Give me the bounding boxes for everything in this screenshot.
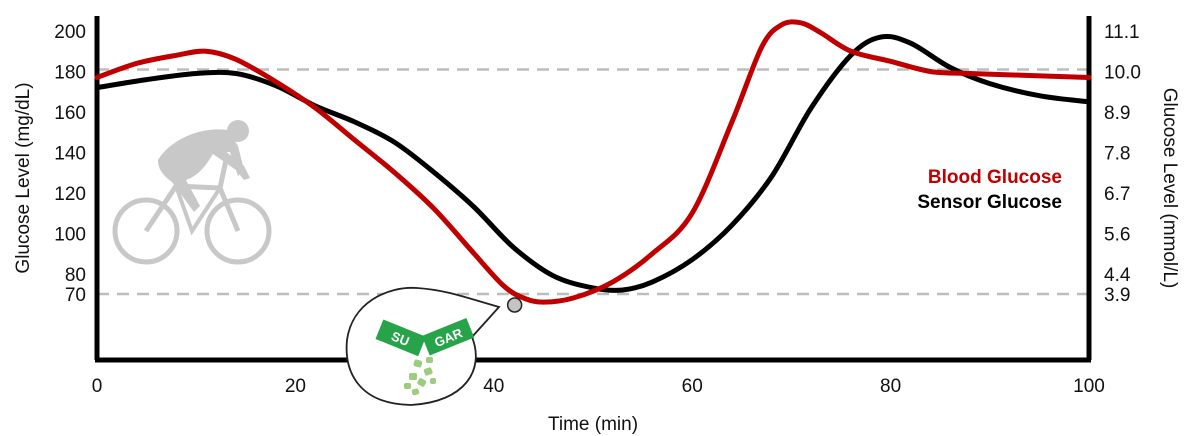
y-left-tick-label: 160 bbox=[54, 103, 86, 124]
y-right-tick-label: 3.9 bbox=[1104, 285, 1130, 306]
y-left-tick-label: 120 bbox=[54, 184, 86, 205]
series-line-sensor-glucose bbox=[94, 33, 1092, 293]
y-left-tick-label: 70 bbox=[65, 285, 86, 306]
series-line-blood-glucose bbox=[94, 19, 1092, 305]
y-axis-left-title: Glucose Level (mg/dL) bbox=[13, 82, 34, 273]
y-axis-right-title: Glucose Level (mmol/L) bbox=[1159, 88, 1180, 289]
sugar-packet-left: SU bbox=[375, 319, 426, 357]
y-left-tick-label: 100 bbox=[54, 224, 86, 245]
hypoglycemia-marker bbox=[506, 297, 523, 313]
y-left-tick-label: 200 bbox=[54, 22, 86, 43]
speech-bubble bbox=[345, 287, 501, 406]
y-right-tick-label: 7.8 bbox=[1104, 143, 1130, 164]
sugar-granules bbox=[404, 357, 436, 396]
y-right-tick-label: 8.9 bbox=[1104, 103, 1130, 124]
y-left-tick-label: 140 bbox=[54, 143, 86, 164]
legend-sensor-glucose: Sensor Glucose bbox=[917, 192, 1062, 213]
x-axis-title: Time (min) bbox=[548, 414, 638, 435]
series-layer bbox=[94, 19, 1092, 305]
ticks-layer: 0 20 40 60 80 10070801001201401601802003.94.4… bbox=[54, 22, 1141, 397]
svg-text:SU: SU bbox=[389, 328, 411, 349]
y-right-tick-label: 5.6 bbox=[1104, 224, 1130, 245]
x-tick-label: 80 bbox=[880, 376, 901, 397]
x-tick-label: 40 bbox=[483, 376, 504, 397]
y-right-tick-label: 6.7 bbox=[1104, 184, 1130, 205]
y-left-tick-label: 180 bbox=[54, 62, 86, 83]
marker-layer bbox=[506, 297, 523, 313]
x-tick-label: 60 bbox=[682, 376, 703, 397]
y-right-tick-label: 10.0 bbox=[1104, 62, 1141, 83]
cyclist-icon bbox=[112, 120, 272, 265]
x-tick-label: 20 bbox=[285, 376, 306, 397]
y-left-tick-label: 80 bbox=[65, 265, 86, 286]
x-tick-label: 0 bbox=[92, 376, 103, 397]
y-right-tick-label: 4.4 bbox=[1104, 265, 1131, 286]
y-right-tick-label: 11.1 bbox=[1104, 22, 1140, 43]
legend-blood-glucose: Blood Glucose bbox=[928, 167, 1062, 188]
x-tick-label: 100 bbox=[1073, 376, 1105, 397]
sugar-annotation: SU GAR bbox=[345, 287, 501, 406]
